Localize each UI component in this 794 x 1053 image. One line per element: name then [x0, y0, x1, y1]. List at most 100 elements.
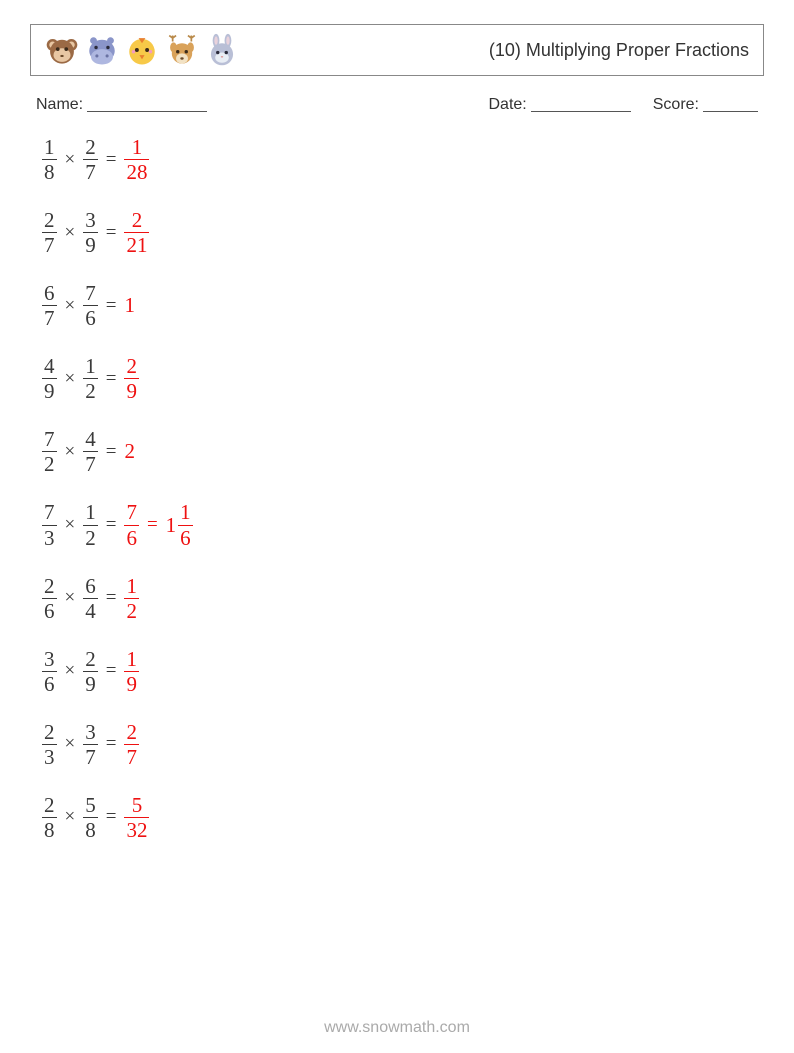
fraction: 36 [42, 648, 57, 695]
fraction-denominator: 6 [178, 527, 193, 549]
multiply-sign: × [57, 514, 84, 536]
fraction: 49 [42, 355, 57, 402]
fraction-numerator: 1 [83, 355, 98, 377]
name-field: Name: [36, 96, 207, 114]
fraction-numerator: 2 [42, 575, 57, 597]
fraction: 221 [124, 209, 149, 256]
fraction-denominator: 9 [83, 234, 98, 256]
fraction-numerator: 2 [130, 209, 145, 231]
fraction-denominator: 2 [42, 453, 57, 475]
fraction-denominator: 9 [83, 673, 98, 695]
fraction-numerator: 4 [42, 355, 57, 377]
multiply-sign: × [57, 368, 84, 390]
multiply-sign: × [57, 295, 84, 317]
chick-icon [125, 33, 159, 67]
fraction: 73 [42, 501, 57, 548]
answer: 2 [124, 439, 135, 464]
fraction-denominator: 8 [83, 819, 98, 841]
fraction-numerator: 1 [178, 501, 193, 523]
fraction-denominator: 6 [42, 600, 57, 622]
fraction-denominator: 7 [83, 161, 98, 183]
fraction-denominator: 2 [83, 527, 98, 549]
fraction: 76 [124, 501, 139, 548]
fraction-numerator: 2 [42, 794, 57, 816]
problem-row: 73×12=76=116 [42, 501, 752, 548]
fraction-denominator: 4 [83, 600, 98, 622]
problem-row: 49×12=29 [42, 355, 752, 402]
fraction-numerator: 2 [42, 209, 57, 231]
fraction: 72 [42, 428, 57, 475]
page-title: (10) Multiplying Proper Fractions [489, 40, 749, 61]
fraction-denominator: 7 [42, 307, 57, 329]
answer: 19 [124, 648, 139, 695]
fraction-numerator: 2 [124, 355, 139, 377]
equals-sign: = [98, 441, 125, 463]
fraction-numerator: 1 [83, 501, 98, 523]
equals-sign: = [98, 222, 125, 244]
fraction-numerator: 4 [83, 428, 98, 450]
fraction-numerator: 7 [83, 282, 98, 304]
fraction-numerator: 3 [83, 209, 98, 231]
hippo-icon [85, 33, 119, 67]
fraction: 16 [178, 501, 193, 548]
fraction-numerator: 3 [42, 648, 57, 670]
equals-sign: = [98, 660, 125, 682]
fraction: 12 [83, 355, 98, 402]
date-label: Date: [489, 96, 527, 113]
answer: 12 [124, 575, 139, 622]
fraction-denominator: 2 [83, 380, 98, 402]
fraction: 39 [83, 209, 98, 256]
date-blank [531, 111, 631, 112]
multiply-sign: × [57, 806, 84, 828]
problems-list: 18×27=12827×39=22167×76=149×12=2972×47=2… [30, 122, 764, 841]
fraction-numerator: 7 [124, 501, 139, 523]
fraction-numerator: 7 [42, 501, 57, 523]
fraction-denominator: 7 [83, 453, 98, 475]
fraction-denominator: 6 [83, 307, 98, 329]
fraction-denominator: 8 [42, 161, 57, 183]
fraction-numerator: 5 [130, 794, 145, 816]
multiply-sign: × [57, 587, 84, 609]
fraction-denominator: 3 [42, 746, 57, 768]
fraction: 26 [42, 575, 57, 622]
mixed-whole: 1 [166, 513, 179, 538]
fraction-denominator: 7 [83, 746, 98, 768]
fraction-numerator: 5 [83, 794, 98, 816]
problem-row: 23×37=27 [42, 721, 752, 768]
fraction-numerator: 6 [42, 282, 57, 304]
problem-row: 18×27=128 [42, 136, 752, 183]
fraction-denominator: 2 [124, 600, 139, 622]
equals-sign: = [98, 733, 125, 755]
problem-row: 67×76=1 [42, 282, 752, 329]
answer: 128 [124, 136, 149, 183]
score-label: Score: [653, 96, 699, 113]
name-blank [87, 111, 207, 112]
fraction-denominator: 9 [124, 673, 139, 695]
fraction-numerator: 1 [130, 136, 145, 158]
equals-sign: = [98, 368, 125, 390]
fraction: 27 [42, 209, 57, 256]
equals-sign: = [98, 587, 125, 609]
monkey-icon [45, 33, 79, 67]
fraction: 67 [42, 282, 57, 329]
date-field: Date: [489, 96, 631, 114]
fraction: 27 [124, 721, 139, 768]
equals-sign: = [98, 514, 125, 536]
rabbit-icon [205, 33, 239, 67]
fraction-numerator: 1 [124, 575, 139, 597]
answer: 221 [124, 209, 149, 256]
answer: 532 [124, 794, 149, 841]
answer: 27 [124, 721, 139, 768]
problem-row: 27×39=221 [42, 209, 752, 256]
equals-sign: = [98, 806, 125, 828]
fraction-denominator: 28 [124, 161, 149, 183]
info-row: Name: Date: Score: [30, 76, 764, 122]
fraction-denominator: 21 [124, 234, 149, 256]
multiply-sign: × [57, 733, 84, 755]
fraction: 19 [124, 648, 139, 695]
fraction-numerator: 2 [124, 721, 139, 743]
fraction: 64 [83, 575, 98, 622]
equals-sign: = [139, 514, 166, 536]
equals-sign: = [98, 149, 125, 171]
fraction: 29 [83, 648, 98, 695]
